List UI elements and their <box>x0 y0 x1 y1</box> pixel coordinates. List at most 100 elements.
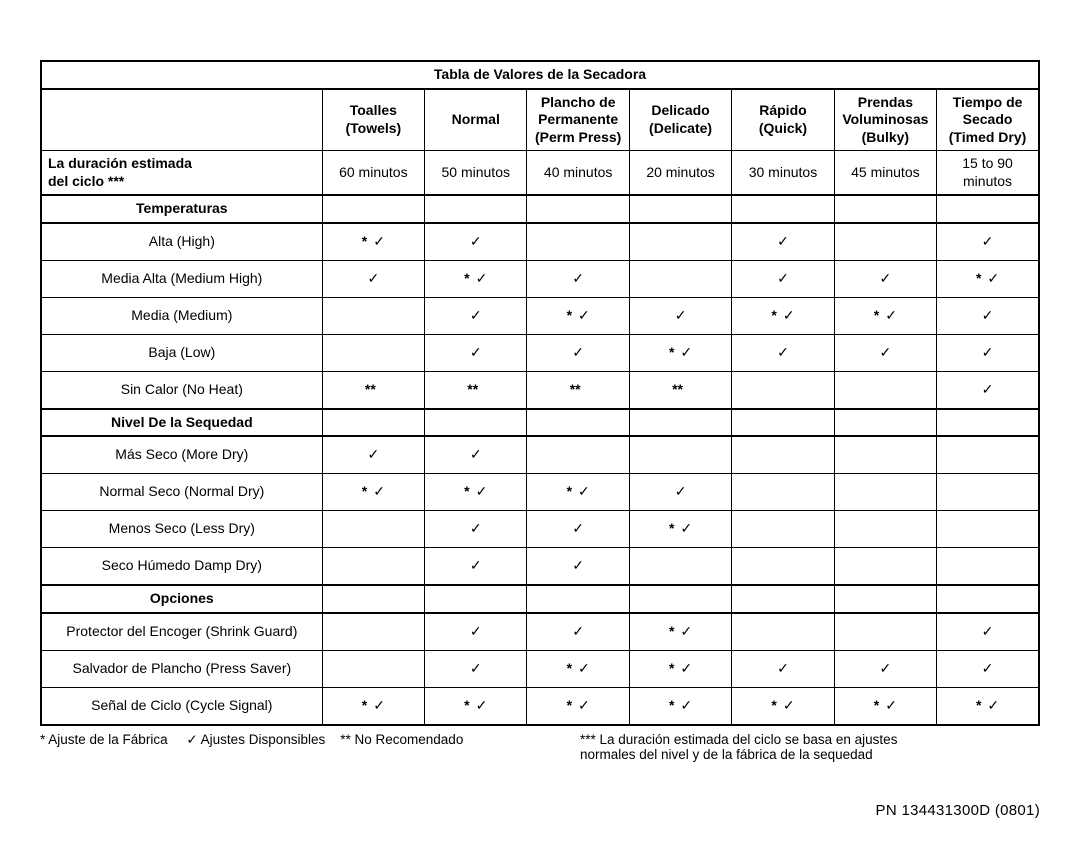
setting-cell <box>732 511 834 548</box>
setting-cell: ✓ <box>425 613 527 651</box>
setting-cell: ✓ <box>834 260 936 297</box>
setting-cell: ✓ <box>732 260 834 297</box>
setting-cell <box>834 511 936 548</box>
section-spacer <box>425 409 527 437</box>
setting-cell <box>937 474 1039 511</box>
setting-cell: ✓ <box>834 334 936 371</box>
setting-cell <box>834 371 936 409</box>
setting-cell: *✓ <box>834 687 936 725</box>
row-label: Salvador de Plancho (Press Saver) <box>41 650 322 687</box>
setting-cell: *✓ <box>527 687 629 725</box>
setting-cell: ✓ <box>425 650 527 687</box>
setting-cell <box>732 371 834 409</box>
section-spacer <box>527 585 629 613</box>
setting-cell: ✓ <box>732 650 834 687</box>
section-heading: Temperaturas <box>41 195 322 223</box>
header-blank <box>41 89 322 151</box>
setting-cell: ✓ <box>322 436 424 474</box>
setting-cell <box>937 511 1039 548</box>
setting-cell <box>834 223 936 261</box>
section-spacer <box>937 585 1039 613</box>
legend-note-2: normales del nivel y de la fábrica de la… <box>580 747 873 762</box>
setting-cell: ✓ <box>425 297 527 334</box>
column-header: Toalles(Towels) <box>322 89 424 151</box>
setting-cell: *✓ <box>937 260 1039 297</box>
column-header: Delicado(Delicate) <box>629 89 731 151</box>
setting-cell <box>527 436 629 474</box>
duration-value: 45 minutos <box>834 151 936 196</box>
setting-cell <box>834 548 936 586</box>
setting-cell: ✓ <box>425 548 527 586</box>
setting-cell: *✓ <box>732 297 834 334</box>
setting-cell: ✓ <box>937 650 1039 687</box>
part-number: PN 134431300D (0801) <box>40 802 1040 819</box>
column-header: Normal <box>425 89 527 151</box>
section-spacer <box>322 585 424 613</box>
setting-cell: *✓ <box>527 650 629 687</box>
setting-cell <box>629 436 731 474</box>
duration-value: 60 minutos <box>322 151 424 196</box>
row-label: Señal de Ciclo (Cycle Signal) <box>41 687 322 725</box>
setting-cell: *✓ <box>732 687 834 725</box>
setting-cell <box>322 650 424 687</box>
row-label: Baja (Low) <box>41 334 322 371</box>
setting-cell <box>322 511 424 548</box>
setting-cell: ** <box>527 371 629 409</box>
legend-available-check: ✓ <box>186 732 197 747</box>
row-label: Alta (High) <box>41 223 322 261</box>
setting-cell: ** <box>322 371 424 409</box>
section-spacer <box>629 585 731 613</box>
setting-cell: *✓ <box>322 223 424 261</box>
section-spacer <box>322 409 424 437</box>
section-spacer <box>732 585 834 613</box>
setting-cell: *✓ <box>322 687 424 725</box>
setting-cell <box>322 548 424 586</box>
row-label: Más Seco (More Dry) <box>41 436 322 474</box>
legend-available: Ajustes Disponsibles <box>201 732 326 747</box>
setting-cell: *✓ <box>629 650 731 687</box>
setting-cell <box>732 474 834 511</box>
legend-note-1: *** La duración estimada del ciclo se ba… <box>580 732 897 747</box>
duration-value: 20 minutos <box>629 151 731 196</box>
section-spacer <box>425 195 527 223</box>
setting-cell: ✓ <box>629 297 731 334</box>
row-label: Menos Seco (Less Dry) <box>41 511 322 548</box>
setting-cell <box>322 297 424 334</box>
setting-cell: ✓ <box>527 260 629 297</box>
section-spacer <box>834 195 936 223</box>
setting-cell: ** <box>629 371 731 409</box>
setting-cell: ✓ <box>322 260 424 297</box>
section-spacer <box>834 585 936 613</box>
column-header: Tiempo deSecado(Timed Dry) <box>937 89 1039 151</box>
setting-cell <box>629 223 731 261</box>
setting-cell: *✓ <box>322 474 424 511</box>
section-heading: Nivel De la Sequedad <box>41 409 322 437</box>
setting-cell: ✓ <box>425 223 527 261</box>
section-heading: Opciones <box>41 585 322 613</box>
section-spacer <box>527 195 629 223</box>
column-header: Rápido(Quick) <box>732 89 834 151</box>
setting-cell: ✓ <box>937 297 1039 334</box>
section-spacer <box>937 195 1039 223</box>
setting-cell <box>732 548 834 586</box>
setting-cell: *✓ <box>425 474 527 511</box>
setting-cell <box>322 613 424 651</box>
setting-cell <box>629 260 731 297</box>
section-spacer <box>732 409 834 437</box>
dryer-values-table: Tabla de Valores de la SecadoraToalles(T… <box>40 60 1040 726</box>
setting-cell: ✓ <box>527 548 629 586</box>
setting-cell: ✓ <box>732 334 834 371</box>
setting-cell: ✓ <box>527 613 629 651</box>
section-spacer <box>732 195 834 223</box>
setting-cell: ✓ <box>937 223 1039 261</box>
duration-value: 30 minutos <box>732 151 834 196</box>
setting-cell: *✓ <box>527 297 629 334</box>
setting-cell <box>732 613 834 651</box>
row-label: Protector del Encoger (Shrink Guard) <box>41 613 322 651</box>
setting-cell <box>834 613 936 651</box>
setting-cell: ✓ <box>425 436 527 474</box>
section-spacer <box>322 195 424 223</box>
column-header: PrendasVoluminosas(Bulky) <box>834 89 936 151</box>
duration-value: 50 minutos <box>425 151 527 196</box>
setting-cell: ✓ <box>527 334 629 371</box>
